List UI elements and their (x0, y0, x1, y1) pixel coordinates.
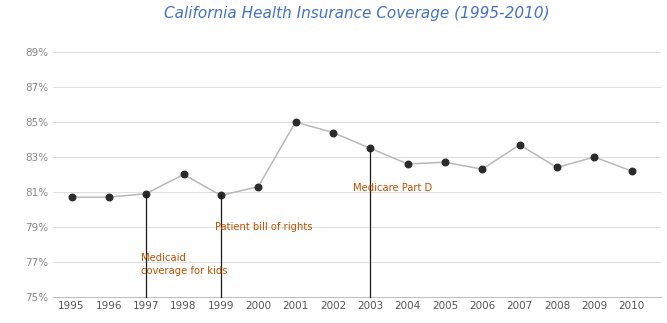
Point (552, 165, 562, 170)
Point (365, 146, 376, 151)
Point (477, 167, 488, 172)
Point (66, 194, 77, 200)
Point (290, 120, 301, 125)
Point (141, 191, 151, 196)
Point (402, 162, 413, 167)
Point (253, 184, 263, 189)
Point (103, 194, 114, 200)
Point (327, 130, 338, 135)
Point (514, 142, 525, 147)
Title: California Health Insurance Coverage (1995-2010): California Health Insurance Coverage (19… (164, 5, 550, 21)
Point (589, 154, 600, 160)
Text: Medicaid
coverage for kids: Medicaid coverage for kids (141, 253, 227, 276)
Point (626, 168, 637, 173)
Point (178, 172, 189, 177)
Point (440, 160, 450, 165)
Text: Patient bill of rights: Patient bill of rights (215, 222, 313, 232)
Point (215, 193, 226, 198)
Text: Medicare Part D: Medicare Part D (354, 183, 433, 193)
